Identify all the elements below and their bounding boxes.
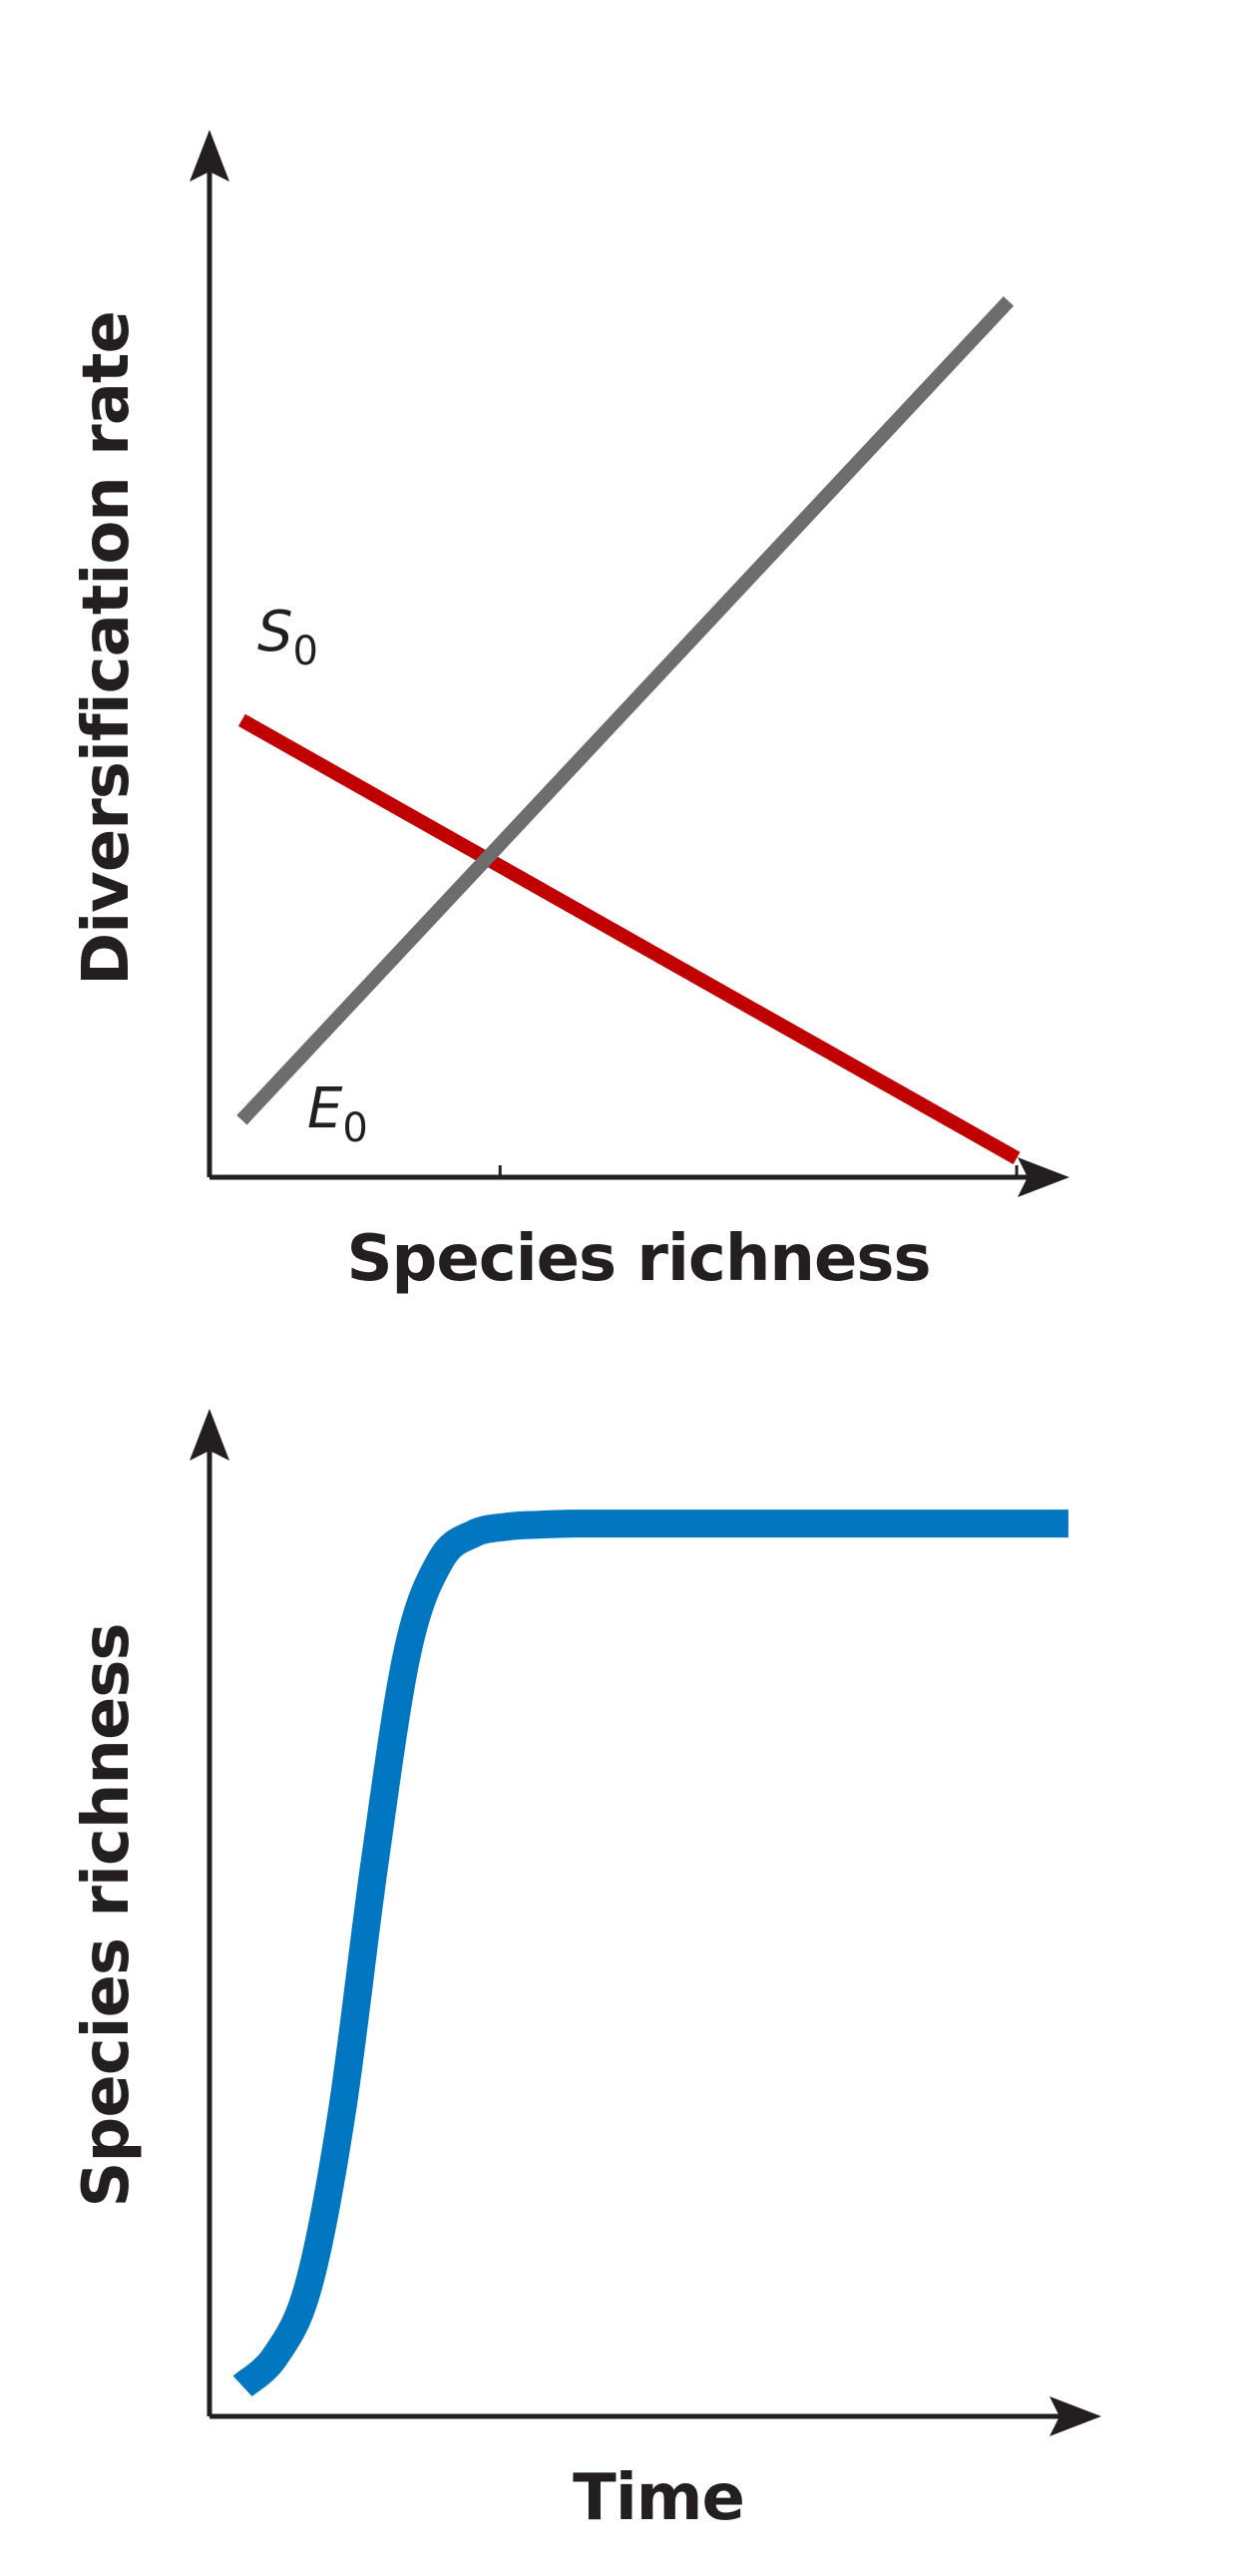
series-group (236, 296, 1021, 1164)
x-axis-arrow-icon (1049, 2396, 1101, 2436)
extinction-line (236, 296, 1015, 1125)
series-label-s0-subscript: 0 (293, 629, 318, 674)
x-axis-title: Time (573, 2461, 744, 2535)
series-group (232, 1509, 1068, 2397)
y-axis-arrow-icon (190, 1409, 229, 1461)
series-label-s0: S0 (257, 600, 318, 674)
species-richness-curve (232, 1509, 1068, 2397)
series-label-e0: E0 (307, 1076, 368, 1151)
y-axis-title: Species richness (70, 1623, 144, 2207)
y-axis-title: Diversification rate (70, 311, 144, 986)
chart-species-richness-over-time: Time Species richness (70, 1409, 1101, 2535)
x-ticks (498, 1165, 1019, 1177)
chart-diversification-rate: S0 E0 Species richness Diversification r… (70, 130, 1069, 1296)
x-axis-title: Species richness (346, 1222, 930, 1296)
series-label-e0-subscript: 0 (342, 1105, 367, 1151)
speciation-line (237, 713, 1021, 1164)
y-axis-arrow-icon (190, 130, 229, 182)
x-axis-arrow-icon (1018, 1157, 1069, 1197)
